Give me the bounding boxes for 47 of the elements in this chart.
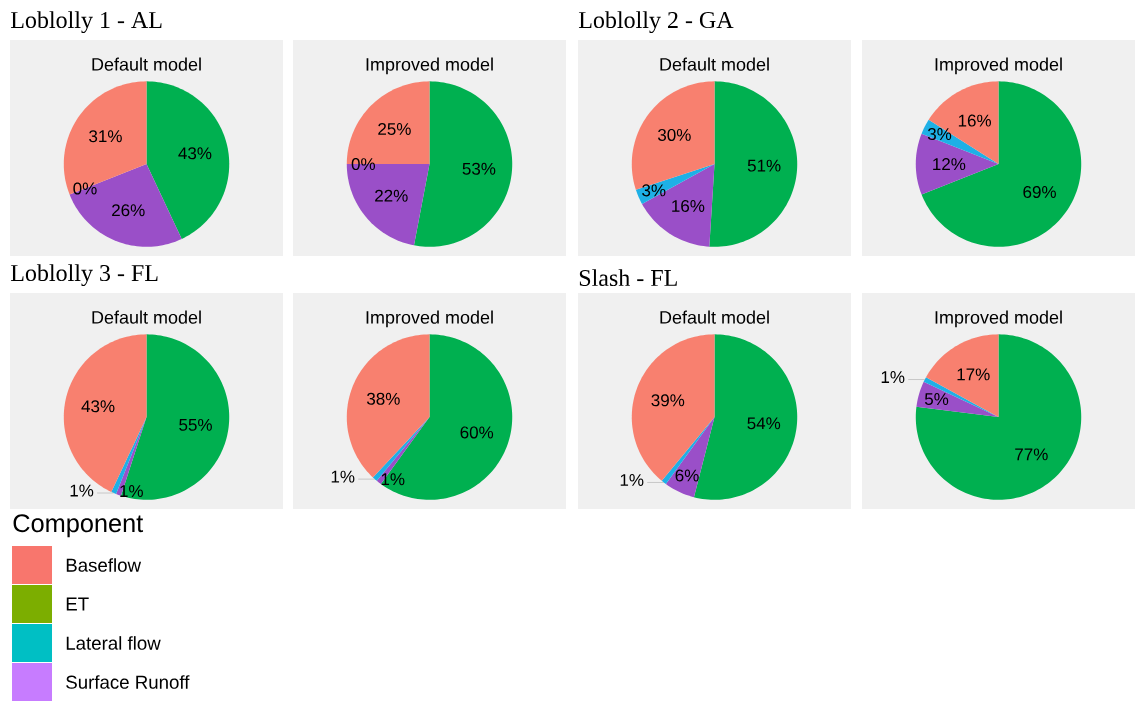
chart-title: Default model: [660, 57, 769, 71]
chart-title: Improved model: [935, 57, 1062, 75]
data-label: 55%: [179, 418, 212, 431]
data-label: 5%: [924, 393, 949, 406]
legend-title: Component: [13, 514, 144, 538]
chart-title: Improved model: [366, 310, 493, 328]
data-label: 69%: [1023, 185, 1056, 199]
data-label: 25%: [378, 122, 411, 135]
category-label: Lateral flow: [66, 636, 161, 650]
category-label: Baseflow: [66, 558, 142, 572]
data-label: 53%: [462, 162, 496, 175]
data-label: 17%: [957, 368, 990, 381]
chart-title: Default model: [92, 310, 201, 324]
data-label: 30%: [657, 128, 691, 141]
text: 0%: [73, 182, 97, 195]
data-label: 1%: [620, 474, 644, 486]
data-label: 39%: [651, 394, 685, 407]
text: Loblolly 1 - AL: [10, 11, 162, 34]
chart-title: Improved model: [366, 57, 493, 75]
data-label: 16%: [672, 199, 705, 213]
chart-title: Default model: [92, 57, 201, 71]
data-label: 38%: [366, 392, 400, 405]
chart-title: Default model: [660, 310, 769, 324]
data-label: 16%: [958, 114, 991, 127]
category-label: Surface Runoff: [66, 675, 190, 689]
data-label: 43%: [81, 400, 115, 413]
data-label: 51%: [747, 159, 781, 172]
data-label: 31%: [89, 130, 122, 143]
text: 0%: [351, 158, 376, 171]
category-label: ET: [66, 597, 89, 611]
text: Slash - FL: [579, 269, 677, 287]
data-label: 3%: [927, 128, 952, 141]
chart-title: Improved model: [935, 310, 1062, 328]
data-label: 54%: [747, 417, 781, 430]
data-label: 6%: [675, 469, 699, 482]
data-label: 43%: [178, 147, 212, 160]
text: Loblolly 2 - GA: [578, 11, 734, 34]
data-label: 60%: [460, 426, 494, 439]
text: Loblolly 3 - FL: [10, 264, 158, 287]
data-label: 1%: [70, 484, 94, 497]
data-label: 1%: [881, 371, 905, 383]
data-label: 26%: [112, 204, 145, 217]
data-label: 3%: [642, 184, 666, 197]
data-label: 12%: [933, 158, 966, 171]
data-label: 22%: [375, 189, 408, 202]
data-label: 1%: [331, 470, 355, 483]
data-label: 77%: [1015, 448, 1048, 461]
